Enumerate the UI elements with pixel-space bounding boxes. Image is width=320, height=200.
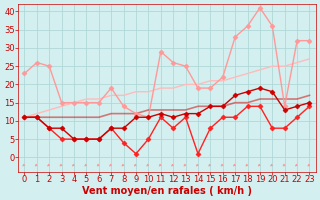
X-axis label: Vent moyen/en rafales ( km/h ): Vent moyen/en rafales ( km/h ) — [82, 186, 252, 196]
